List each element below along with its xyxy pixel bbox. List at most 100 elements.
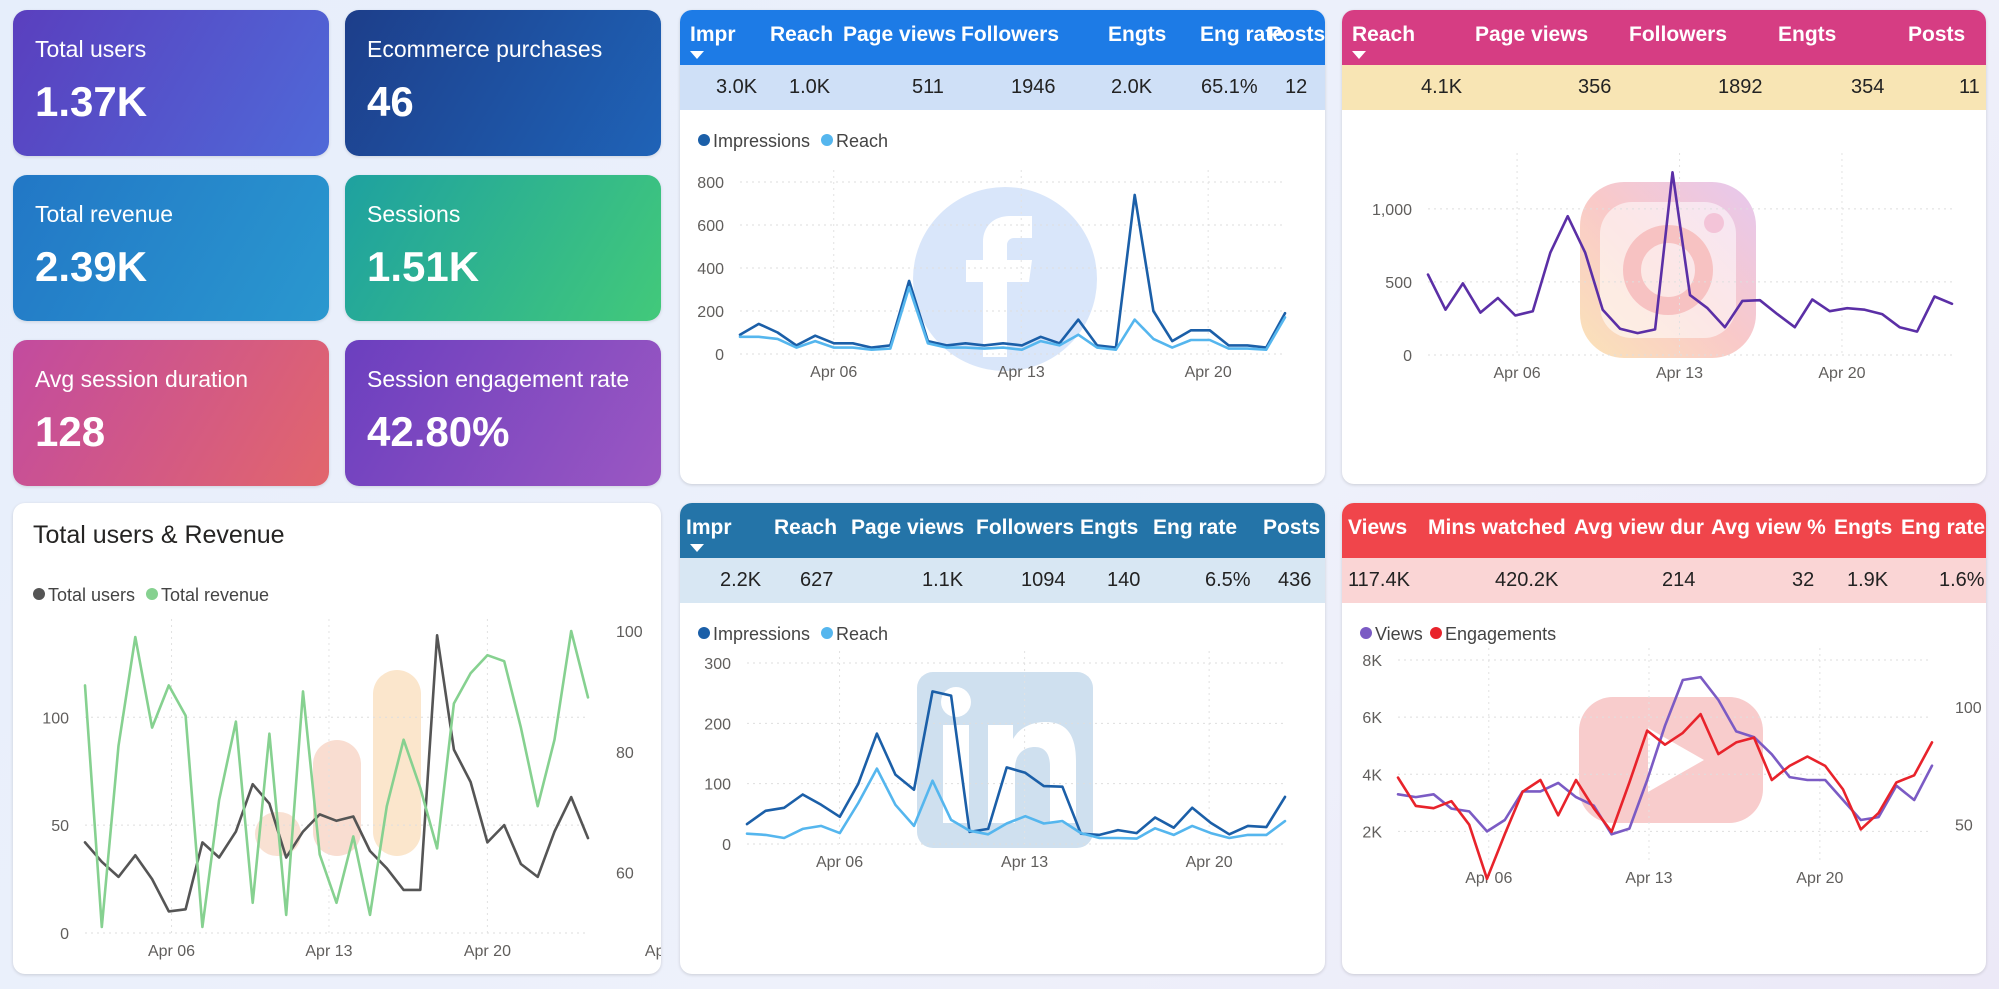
series-line-impressions[interactable] xyxy=(738,193,1287,349)
y-tick-label: 600 xyxy=(697,218,724,235)
series-line-engagements[interactable] xyxy=(1396,712,1934,881)
series-line-impressions[interactable] xyxy=(745,690,1287,837)
facebook-value-row: 3.0K 1.0K 511 1946 2.0K 65.1% 12 xyxy=(680,65,1325,110)
table-cell: 1892 xyxy=(1718,76,1763,98)
table-header[interactable]: Reach xyxy=(774,516,838,539)
kpi-value: 1.51K xyxy=(367,243,480,290)
legend-marker xyxy=(698,134,710,146)
table-header[interactable]: Followers xyxy=(976,516,1075,539)
x-tick-label: Apr 13 xyxy=(305,943,352,960)
chart-grid xyxy=(740,170,1285,355)
table-cell: 627 xyxy=(800,569,834,591)
legend-label: Engagements xyxy=(1445,624,1556,644)
legend-marker xyxy=(33,588,45,600)
table-header[interactable]: Eng rate xyxy=(1153,516,1238,539)
kpi-ecommerce-purchases[interactable]: Ecommerce purchases 46 xyxy=(345,10,661,156)
chart-yaxis: 0 500 1,000 xyxy=(1372,202,1412,365)
y-tick-label: 0 xyxy=(60,926,69,943)
y-tick-label: 0 xyxy=(1403,348,1412,365)
table-header[interactable]: Followers xyxy=(1629,23,1728,46)
kpi-label: Avg session duration xyxy=(35,366,249,392)
kpi-total-users[interactable]: Total users 1.37K xyxy=(13,10,329,156)
table-header[interactable]: Avg view dur xyxy=(1574,516,1704,539)
y-tick-label: 800 xyxy=(697,175,724,192)
series-line-views[interactable] xyxy=(1396,675,1934,836)
series-line-reach[interactable] xyxy=(1426,170,1954,335)
x-tick-label: Apr 20 xyxy=(1186,854,1233,871)
kpi-value: 46 xyxy=(367,78,414,125)
y-tick-label: 8K xyxy=(1362,653,1382,670)
table-header[interactable]: Page views xyxy=(851,516,965,539)
table-header[interactable]: Mins watched xyxy=(1428,516,1566,539)
chart-series xyxy=(738,193,1287,351)
y-tick-label: 0 xyxy=(722,837,731,854)
legend-marker xyxy=(821,627,833,639)
kpi-total-revenue[interactable]: Total revenue 2.39K xyxy=(13,175,329,321)
sort-caret-icon[interactable] xyxy=(1352,51,1366,59)
x-tick-label: Apr 20 xyxy=(1185,364,1232,381)
kpi-value: 42.80% xyxy=(367,408,510,455)
y-tick-label: 500 xyxy=(1385,275,1412,292)
table-header[interactable]: Reach xyxy=(770,23,834,46)
table-header[interactable]: Impr xyxy=(690,23,736,46)
y2-tick-label: 80 xyxy=(616,745,634,762)
table-header[interactable]: Engts xyxy=(1834,516,1893,539)
legend-label: Impressions xyxy=(713,131,810,151)
table-header[interactable]: Posts xyxy=(1908,23,1966,46)
table-header[interactable]: Followers xyxy=(961,23,1060,46)
table-header[interactable]: Posts xyxy=(1268,23,1325,46)
table-cell: 1.9K xyxy=(1847,569,1889,591)
table-cell: 1.1K xyxy=(922,569,964,591)
y-tick-label: 1,000 xyxy=(1372,202,1412,219)
kpi-sessions[interactable]: Sessions 1.51K xyxy=(345,175,661,321)
kpi-label: Ecommerce purchases xyxy=(367,36,603,62)
legend-label: Total revenue xyxy=(161,585,269,605)
kpi-session-engagement-rate[interactable]: Session engagement rate 42.80% xyxy=(345,340,661,486)
table-cell: 65.1% xyxy=(1201,76,1258,98)
table-cell: 12 xyxy=(1285,76,1308,98)
chart-yaxis: 0 50 100 xyxy=(42,710,69,943)
x-tick-label: Apr 13 xyxy=(998,364,1045,381)
youtube-chart: Views Engagements 2K 4K 6K 8K 50 100 Apr 06 A… xyxy=(1360,624,1982,887)
table-header[interactable]: Reach xyxy=(1352,23,1416,46)
sort-caret-icon[interactable] xyxy=(690,51,704,59)
kpi-label: Total users xyxy=(35,36,147,62)
table-header[interactable]: Impr xyxy=(686,516,732,539)
chart-series xyxy=(1426,170,1954,335)
kpi-avg-session-duration[interactable]: Avg session duration 128 xyxy=(13,340,329,486)
table-header[interactable]: Engts xyxy=(1778,23,1837,46)
table-header[interactable]: Page views xyxy=(843,23,957,46)
x-tick-label: Apr 13 xyxy=(1656,365,1703,382)
series-line-reach[interactable] xyxy=(738,286,1287,351)
table-header[interactable]: Page views xyxy=(1475,23,1589,46)
table-header[interactable]: Eng rate xyxy=(1901,516,1986,539)
series-line-total-revenue[interactable] xyxy=(83,629,590,929)
table-cell: 354 xyxy=(1851,76,1885,98)
legend-marker xyxy=(146,588,158,600)
table-cell: 32 xyxy=(1792,569,1815,591)
table-header[interactable]: Engts xyxy=(1080,516,1139,539)
series-line-total-users[interactable] xyxy=(83,634,590,913)
linkedin-header-row: Impr Reach Page views Followers Engts En… xyxy=(680,503,1325,558)
series-line-reach[interactable] xyxy=(745,767,1287,840)
table-header[interactable]: Posts xyxy=(1263,516,1321,539)
x-tick-label: Apr 06 xyxy=(1465,870,1512,887)
sort-caret-icon[interactable] xyxy=(690,544,704,552)
table-cell: 1.6% xyxy=(1939,569,1985,591)
table-cell: 436 xyxy=(1278,569,1312,591)
y2-tick-label: 100 xyxy=(616,624,643,641)
y-tick-label: 200 xyxy=(697,304,724,321)
table-header[interactable]: Avg view % xyxy=(1711,516,1826,539)
chart-grid xyxy=(747,651,1285,845)
legend-marker xyxy=(1430,627,1442,639)
x-tick-label: Apr 27 xyxy=(645,943,661,960)
y-tick-label: 50 xyxy=(51,818,69,835)
table-header[interactable]: Engts xyxy=(1108,23,1167,46)
table-header[interactable]: Eng rate xyxy=(1200,23,1285,46)
table-header[interactable]: Views xyxy=(1348,516,1408,539)
y2-tick-label: 60 xyxy=(616,866,634,883)
legend-label: Reach xyxy=(836,131,888,151)
